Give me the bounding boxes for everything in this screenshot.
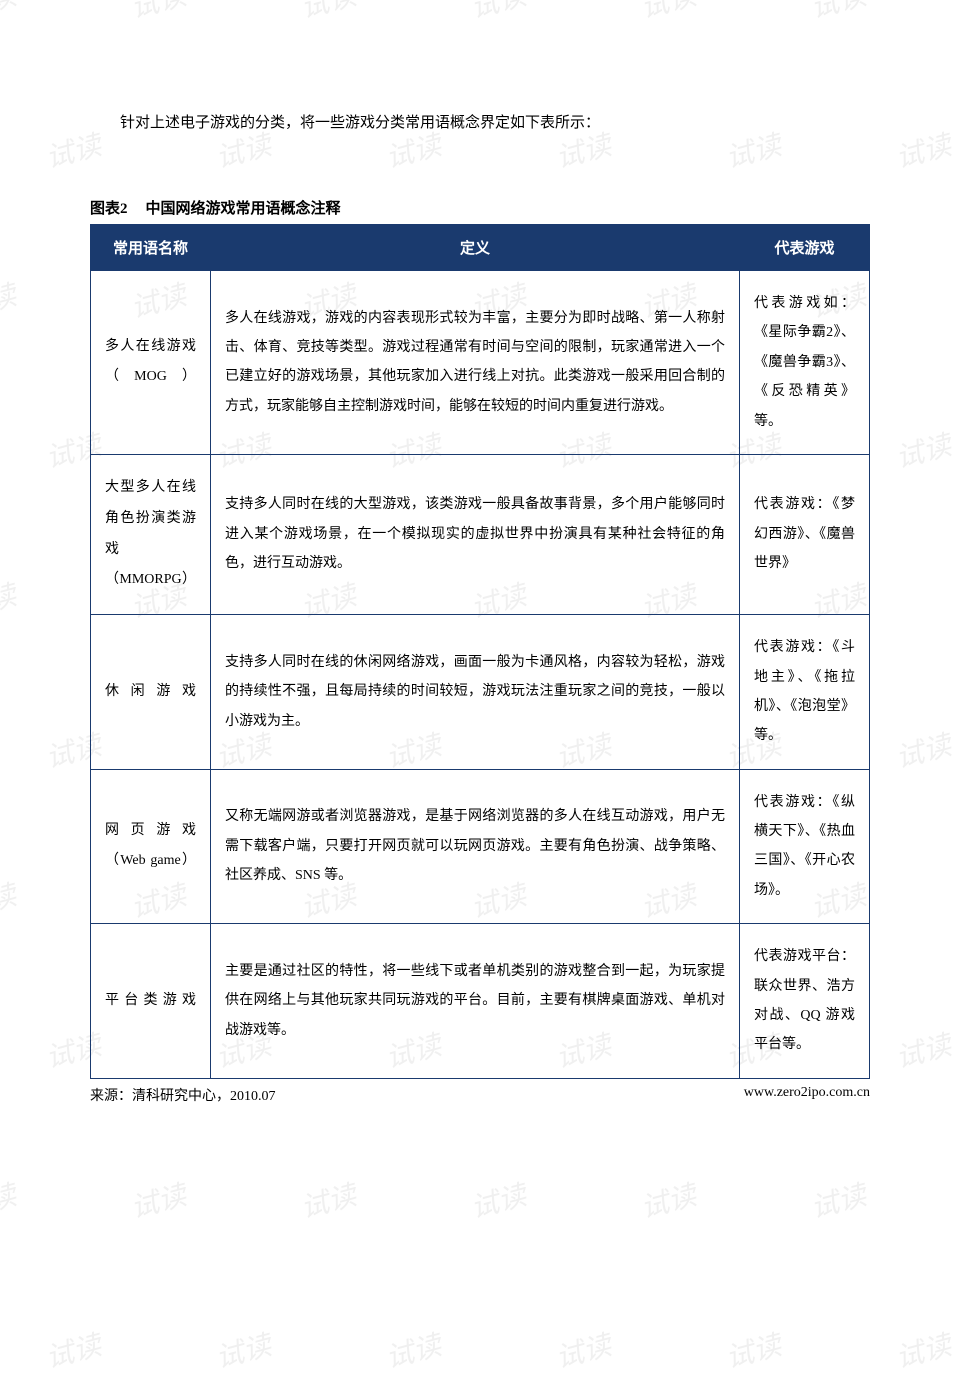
watermark: 试读 bbox=[891, 1323, 955, 1376]
table-footer: 来源：清科研究中心，2010.07 www.zero2ipo.com.cn bbox=[90, 1085, 870, 1105]
watermark: 试读 bbox=[551, 1323, 615, 1376]
watermark: 试读 bbox=[296, 1173, 360, 1226]
watermark: 试读 bbox=[0, 1173, 20, 1226]
cell-def: 主要是通过社区的特性，将一些线下或者单机类别的游戏整合到一起，为玩家提供在网络上… bbox=[211, 924, 740, 1079]
caption-title: 中国网络游戏常用语概念注释 bbox=[146, 201, 341, 217]
watermark: 试读 bbox=[41, 1323, 105, 1376]
intro-text: 针对上述电子游戏的分类，将一些游戏分类常用语概念界定如下表所示： bbox=[90, 110, 870, 137]
footer-url: www.zero2ipo.com.cn bbox=[744, 1085, 870, 1105]
cell-name: 平台类游戏 bbox=[91, 924, 211, 1079]
page-content: 针对上述电子游戏的分类，将一些游戏分类常用语概念界定如下表所示： 图表2 中国网络… bbox=[0, 0, 960, 1145]
cell-rep: 代表游戏平台：联众世界、浩方对战、QQ 游戏平台等。 bbox=[740, 924, 870, 1079]
cell-name: 休闲游戏 bbox=[91, 615, 211, 770]
table-row: 休闲游戏支持多人同时在线的休闲网络游戏，画面一般为卡通风格，内容较为轻松，游戏的… bbox=[91, 615, 870, 770]
watermark: 试读 bbox=[381, 1323, 445, 1376]
watermark: 试读 bbox=[126, 1173, 190, 1226]
watermark: 试读 bbox=[806, 1173, 870, 1226]
footer-source: 来源：清科研究中心，2010.07 bbox=[90, 1085, 276, 1105]
col-header-rep: 代表游戏 bbox=[740, 225, 870, 271]
cell-def: 支持多人同时在线的休闲网络游戏，画面一般为卡通风格，内容较为轻松，游戏的持续性不… bbox=[211, 615, 740, 770]
terms-table: 常用语名称 定义 代表游戏 多人在线游戏（MOG）多人在线游戏，游戏的内容表现形… bbox=[90, 224, 870, 1079]
table-body: 多人在线游戏（MOG）多人在线游戏，游戏的内容表现形式较为丰富，主要分为即时战略… bbox=[91, 271, 870, 1079]
col-header-name: 常用语名称 bbox=[91, 225, 211, 271]
col-header-def: 定义 bbox=[211, 225, 740, 271]
watermark: 试读 bbox=[721, 1323, 785, 1376]
cell-def: 又称无端网游或者浏览器游戏，是基于网络浏览器的多人在线互动游戏，用户无需下载客户… bbox=[211, 769, 740, 924]
table-row: 平台类游戏主要是通过社区的特性，将一些线下或者单机类别的游戏整合到一起，为玩家提… bbox=[91, 924, 870, 1079]
table-row: 多人在线游戏（MOG）多人在线游戏，游戏的内容表现形式较为丰富，主要分为即时战略… bbox=[91, 271, 870, 455]
cell-rep: 代表游戏：《纵横天下》、《热血三国》、《开心农场》。 bbox=[740, 769, 870, 924]
cell-def: 多人在线游戏，游戏的内容表现形式较为丰富，主要分为即时战略、第一人称射击、体育、… bbox=[211, 271, 740, 455]
watermark: 试读 bbox=[466, 1173, 530, 1226]
cell-name: 网页游戏（Web game） bbox=[91, 769, 211, 924]
cell-rep: 代表游戏：《梦幻西游》、《魔兽世界》 bbox=[740, 454, 870, 614]
watermark: 试读 bbox=[211, 1323, 275, 1376]
cell-rep: 代表游戏：《斗地主》、《拖拉机》、《泡泡堂》等。 bbox=[740, 615, 870, 770]
table-header-row: 常用语名称 定义 代表游戏 bbox=[91, 225, 870, 271]
table-row: 大型多人在线角色扮演类游戏（MMORPG）支持多人同时在线的大型游戏，该类游戏一… bbox=[91, 454, 870, 614]
cell-name: 多人在线游戏（MOG） bbox=[91, 271, 211, 455]
cell-name: 大型多人在线角色扮演类游戏（MMORPG） bbox=[91, 454, 211, 614]
watermark: 试读 bbox=[636, 1173, 700, 1226]
table-row: 网页游戏（Web game）又称无端网游或者浏览器游戏，是基于网络浏览器的多人在… bbox=[91, 769, 870, 924]
cell-rep: 代表游戏如：《星际争霸2》、《魔兽争霸3》、《反恐精英》等。 bbox=[740, 271, 870, 455]
cell-def: 支持多人同时在线的大型游戏，该类游戏一般具备故事背景，多个用户能够同时进入某个游… bbox=[211, 454, 740, 614]
caption-number: 图表2 bbox=[90, 201, 128, 217]
table-caption: 图表2 中国网络游戏常用语概念注释 bbox=[90, 197, 870, 218]
